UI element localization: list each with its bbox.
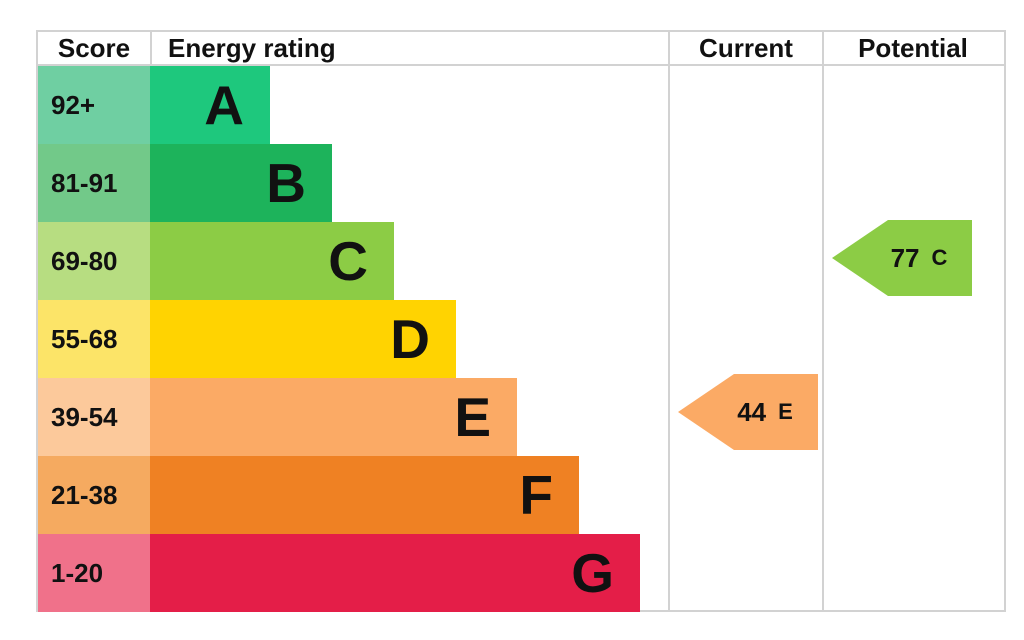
band-bar-f: F [150, 456, 579, 534]
band-letter-f: F [519, 464, 553, 526]
table-border-left [36, 30, 38, 612]
table-border-right [1004, 30, 1006, 612]
band-letter-a: A [204, 74, 244, 136]
band-bar-e: E [150, 378, 517, 456]
band-bar-d: D [150, 300, 456, 378]
band-letter-g: G [571, 542, 614, 604]
header-current: Current [699, 32, 793, 63]
band-letter-e: E [454, 386, 491, 448]
band-bar-a: A [150, 66, 270, 144]
score-column-divider [150, 32, 152, 64]
table-header: Score Energy rating Current Potential [38, 32, 1004, 64]
potential-column-divider [822, 30, 824, 612]
band-row-d: 55-68 D [38, 300, 1004, 378]
current-score: 44 [737, 396, 767, 427]
current-column-divider [668, 30, 670, 612]
band-row-a: 92+ A [38, 66, 1004, 144]
score-range-c: 69-80 [38, 222, 150, 300]
band-rows: 92+ A 81-91 B 69-80 C 55-68 D 39-54 E 21… [38, 66, 1004, 612]
header-potential: Potential [858, 32, 968, 63]
band-bar-g: G [150, 534, 640, 612]
score-range-b: 81-91 [38, 144, 150, 222]
band-row-c: 69-80 C [38, 222, 1004, 300]
band-bar-c: C [150, 222, 394, 300]
score-range-f: 21-38 [38, 456, 150, 534]
band-row-g: 1-20 G [38, 534, 1004, 612]
header-score: Score [57, 32, 131, 63]
current-rating-letter: E [778, 399, 793, 424]
band-letter-d: D [390, 308, 430, 370]
score-range-g: 1-20 [38, 534, 150, 612]
band-row-f: 21-38 F [38, 456, 1004, 534]
potential-rating-letter: C [931, 245, 948, 270]
score-range-d: 55-68 [38, 300, 150, 378]
header-energy-rating: Energy rating [168, 32, 336, 63]
header-separator [36, 64, 1006, 66]
score-range-a: 92+ [38, 66, 150, 144]
epc-rating-chart: Score Energy rating Current Potential 92… [36, 30, 1006, 612]
band-letter-c: C [328, 230, 368, 292]
score-range-e: 39-54 [38, 378, 150, 456]
potential-score: 77 [890, 242, 920, 273]
band-bar-b: B [150, 144, 332, 222]
table-border-top [36, 30, 1006, 32]
band-letter-b: B [266, 152, 306, 214]
band-row-e: 39-54 E [38, 378, 1004, 456]
band-row-b: 81-91 B [38, 144, 1004, 222]
